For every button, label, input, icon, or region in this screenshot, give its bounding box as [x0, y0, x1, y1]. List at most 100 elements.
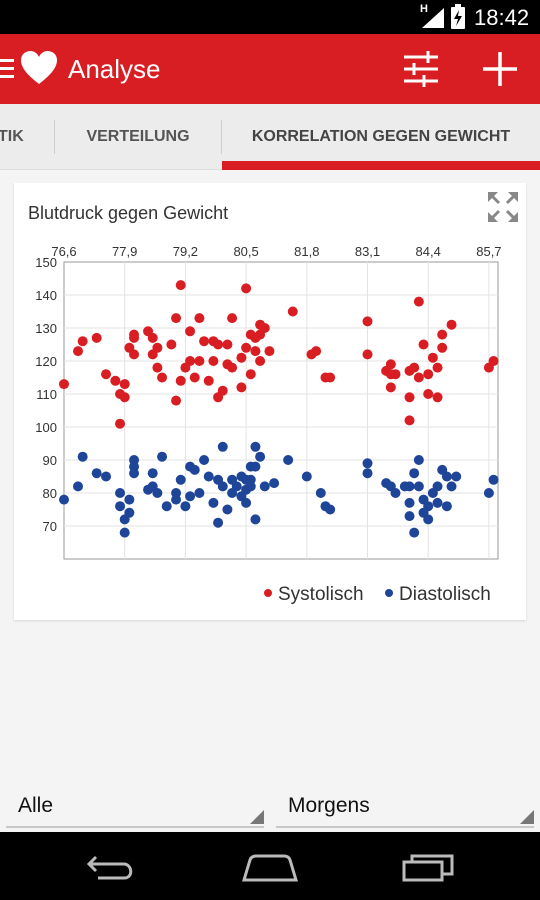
systolisch-point [77, 336, 88, 347]
app-title: Analyse [68, 54, 161, 84]
back-icon[interactable] [86, 852, 138, 882]
legend-marker-diastolisch [385, 588, 393, 597]
legend-label-diastolisch: Diastolisch [399, 584, 491, 605]
systolisch-point [59, 379, 69, 390]
diastolisch-point [404, 481, 415, 492]
diastolisch-point [59, 494, 69, 505]
diastolisch-point [423, 501, 434, 512]
expand-icon[interactable] [488, 192, 518, 222]
y-tick-label: 110 [36, 387, 57, 402]
diastolisch-point [203, 471, 214, 482]
diastolisch-point [259, 481, 270, 492]
systolisch-point [119, 379, 130, 390]
chart-card: 76,6 77,9 79,2 80,5 81,8 83,1 84,4 85,7 150 140 13… [14, 183, 526, 620]
systolisch-point [194, 313, 205, 324]
diastolisch-point [217, 441, 228, 452]
filter-spinner-right[interactable]: Morgens [276, 794, 534, 828]
diastolisch-point [115, 501, 126, 512]
systolisch-point [194, 356, 205, 366]
systolisch-point [446, 319, 457, 330]
diastolisch-point [124, 494, 135, 505]
filter-spinner-left[interactable]: Alle [6, 794, 264, 828]
systolisch-point [404, 415, 415, 426]
tab-divider [221, 120, 222, 154]
diastolisch-point [423, 514, 434, 525]
diastolisch-point [180, 501, 191, 512]
spinner-arrow-icon [250, 810, 264, 824]
diastolisch-point [250, 514, 261, 525]
heart-icon[interactable] [20, 50, 58, 86]
diastolisch-point [175, 474, 186, 485]
systolisch-point [199, 336, 210, 347]
diastolisch-point [91, 468, 102, 479]
x-tick-label: 79,2 [173, 244, 198, 259]
y-tick-label: 140 [35, 288, 57, 303]
systolisch-point [432, 392, 443, 403]
tab-bar: TIK VERTEILUNG KORRELATION GEGEN GEWICHT [0, 104, 540, 170]
systolisch-point [311, 346, 322, 357]
y-tick-label: 100 [35, 420, 57, 435]
systolisch-point [171, 313, 182, 324]
legend-item-systolisch: Systolisch [264, 584, 364, 606]
y-tick-label: 130 [35, 321, 57, 336]
diastolisch-point [488, 474, 499, 485]
systolisch-point [175, 280, 186, 291]
systolisch-point [152, 362, 163, 373]
scatter-chart: 76,6 77,9 79,2 80,5 81,8 83,1 84,4 85,7 150 140 13… [35, 244, 502, 560]
systolisch-point [171, 395, 182, 406]
systolisch-point [404, 392, 415, 403]
diastolisch-point [77, 451, 88, 462]
diastolisch-point [283, 455, 294, 465]
home-icon[interactable] [242, 852, 298, 882]
diastolisch-point [152, 488, 163, 498]
diastolisch-point [255, 451, 266, 462]
diastolisch-point [189, 464, 200, 475]
x-tick-label: 84,4 [416, 244, 441, 259]
diastolisch-point [115, 488, 126, 498]
y-tick-label: 150 [35, 255, 57, 270]
sliders-icon[interactable] [402, 50, 440, 88]
systolisch-point [488, 356, 499, 366]
status-bar: H 18:42 [0, 0, 540, 34]
systolisch-point [189, 372, 200, 383]
recent-apps-icon[interactable] [402, 852, 456, 882]
systolisch-point [385, 382, 396, 393]
y-tick-label: 80 [43, 486, 57, 501]
network-type: H [420, 3, 428, 15]
diastolisch-point [213, 517, 224, 528]
systolisch-point [385, 359, 396, 370]
systolisch-point [413, 296, 424, 307]
diastolisch-point [413, 481, 424, 492]
diastolisch-point [446, 481, 457, 492]
diastolisch-point [147, 468, 158, 479]
tab-statistik[interactable]: TIK [0, 128, 24, 145]
tab-korrelation[interactable]: KORRELATION GEGEN GEWICHT [251, 128, 511, 145]
systolisch-point [129, 349, 140, 360]
chart-title: Blutdruck gegen Gewicht [28, 203, 229, 223]
x-tick-label: 77,9 [112, 244, 137, 259]
menu-icon[interactable] [0, 59, 14, 79]
systolisch-point [175, 375, 186, 386]
diastolisch-point [390, 488, 401, 498]
y-tick-label: 90 [43, 453, 57, 468]
tab-verteilung[interactable]: VERTEILUNG [86, 128, 190, 145]
x-tick-label: 85,7 [476, 244, 501, 259]
plot-frame [63, 261, 499, 560]
diastolisch-point [441, 501, 452, 512]
systolisch-point [101, 369, 112, 380]
diastolisch-point [245, 481, 256, 492]
systolisch-point [208, 356, 219, 366]
diastolisch-point [315, 488, 326, 498]
systolisch-point [437, 342, 448, 353]
systolisch-point [115, 418, 126, 429]
systolisch-point [325, 372, 336, 383]
diastolisch-point [362, 468, 373, 479]
systolisch-point [241, 283, 252, 294]
add-icon[interactable] [482, 51, 518, 87]
diastolisch-point [250, 441, 261, 452]
diastolisch-point [129, 468, 140, 479]
y-tick-label: 70 [43, 519, 57, 534]
diastolisch-point [241, 497, 252, 508]
systolisch-point [213, 339, 224, 350]
systolisch-point [390, 369, 401, 380]
